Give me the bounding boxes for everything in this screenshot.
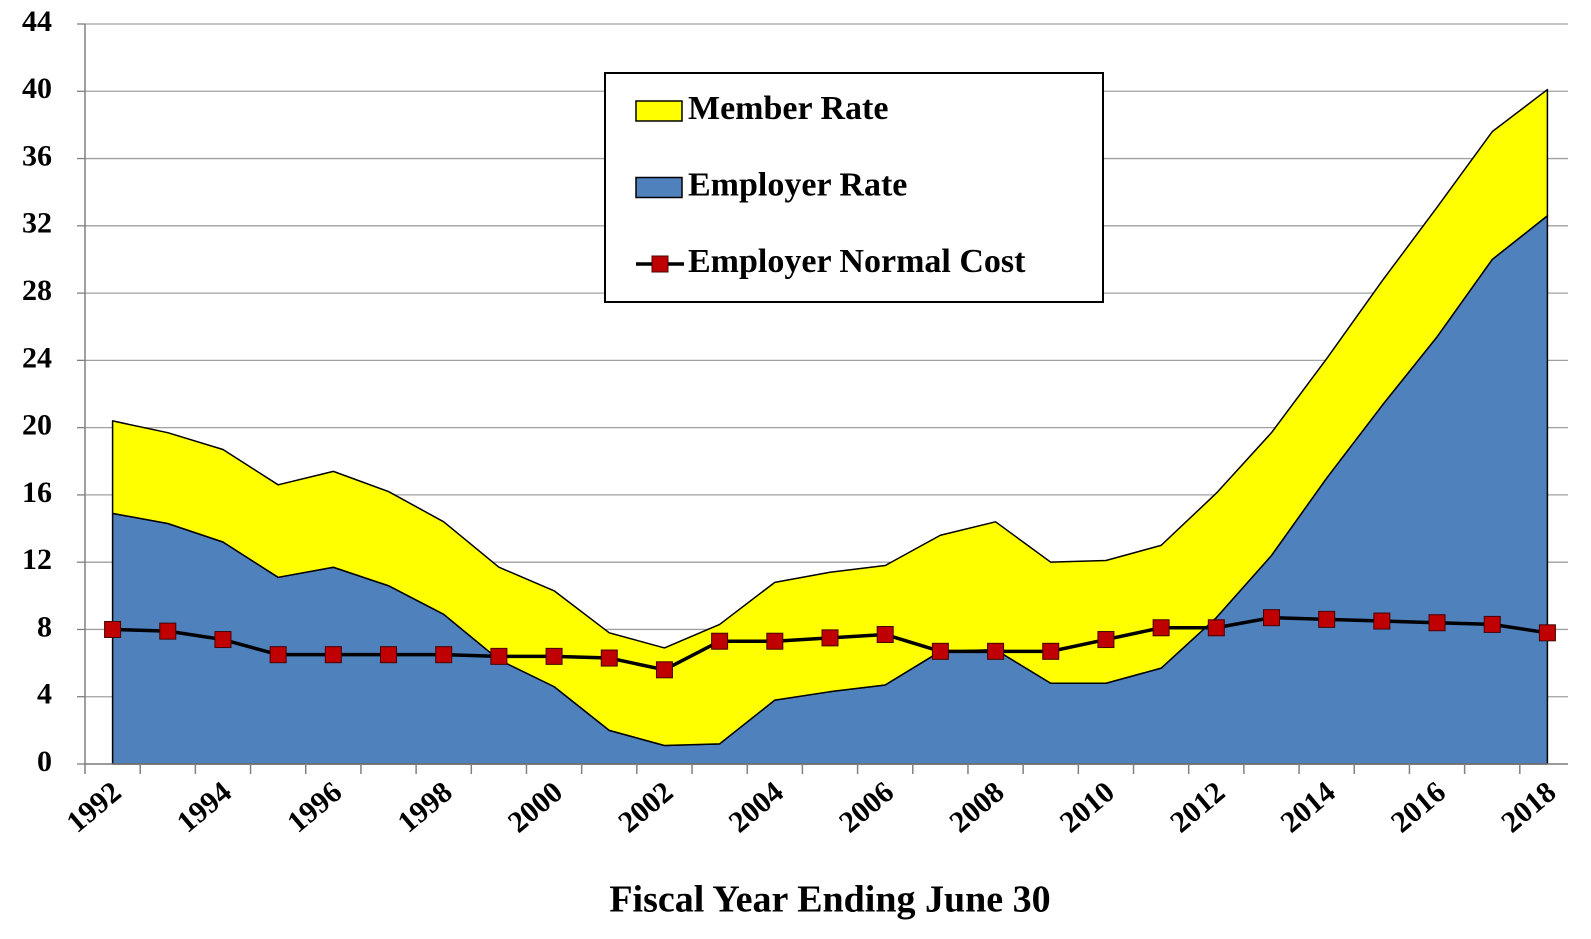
x-tick-label: 2018 [1495,775,1562,839]
marker [1373,612,1391,630]
x-tick-label: 2016 [1385,775,1452,839]
marker [380,646,398,664]
y-tick-label: 24 [22,341,52,374]
x-tick-label: 2008 [943,775,1010,839]
marker [1097,631,1115,649]
y-tick-label: 12 [22,543,52,576]
legend-swatch [651,255,669,273]
legend-label: Employer Rate [688,166,907,203]
marker [600,649,618,667]
legend-box [604,72,1104,303]
marker [269,646,287,664]
x-tick-label: 1996 [281,775,348,839]
marker [987,642,1005,660]
y-tick-label: 44 [22,5,52,38]
y-tick-label: 20 [22,409,52,442]
x-tick-label: 1992 [60,775,127,839]
x-tick-label: 2014 [1274,775,1341,839]
marker [711,632,729,650]
marker [1207,619,1225,637]
marker [821,629,839,647]
area [111,88,1549,747]
legend-swatch [635,100,683,122]
x-tick-label: 2002 [612,775,679,839]
x-tick-label: 2004 [723,775,790,839]
y-tick-label: 16 [22,476,52,509]
marker [1428,614,1446,632]
y-tick-label: 28 [22,274,52,307]
x-tick-label: 1994 [171,775,238,839]
y-tick-label: 32 [22,207,52,240]
x-tick-label: 2010 [1054,775,1121,839]
legend-label: Employer Normal Cost [688,243,1026,280]
marker [876,626,894,643]
marker [1318,610,1336,628]
y-tick-label: 4 [37,678,52,711]
marker [104,620,122,638]
marker [931,642,949,660]
marker [1483,615,1501,633]
marker [1538,624,1556,642]
y-tick-label: 0 [37,745,52,778]
marker [1042,642,1060,660]
marker [1262,609,1280,627]
marker [490,647,508,665]
legend-swatch [635,176,683,199]
x-axis-label: Fiscal Year Ending June 30 [609,879,1050,921]
x-tick-label: 2012 [1164,775,1231,839]
legend-label: Member Rate [688,90,888,127]
x-tick-label: 2000 [502,775,569,839]
marker [435,646,453,664]
x-tick-label: 2006 [833,775,900,839]
marker [655,661,673,679]
marker [214,631,232,649]
x-tick-label: 1998 [391,775,458,839]
marker [324,646,342,664]
marker [159,622,177,640]
marker [1152,619,1170,637]
marker [766,632,784,650]
y-tick-label: 8 [37,610,52,643]
y-tick-label: 40 [22,72,52,105]
y-tick-label: 36 [22,139,52,172]
marker [545,647,563,665]
